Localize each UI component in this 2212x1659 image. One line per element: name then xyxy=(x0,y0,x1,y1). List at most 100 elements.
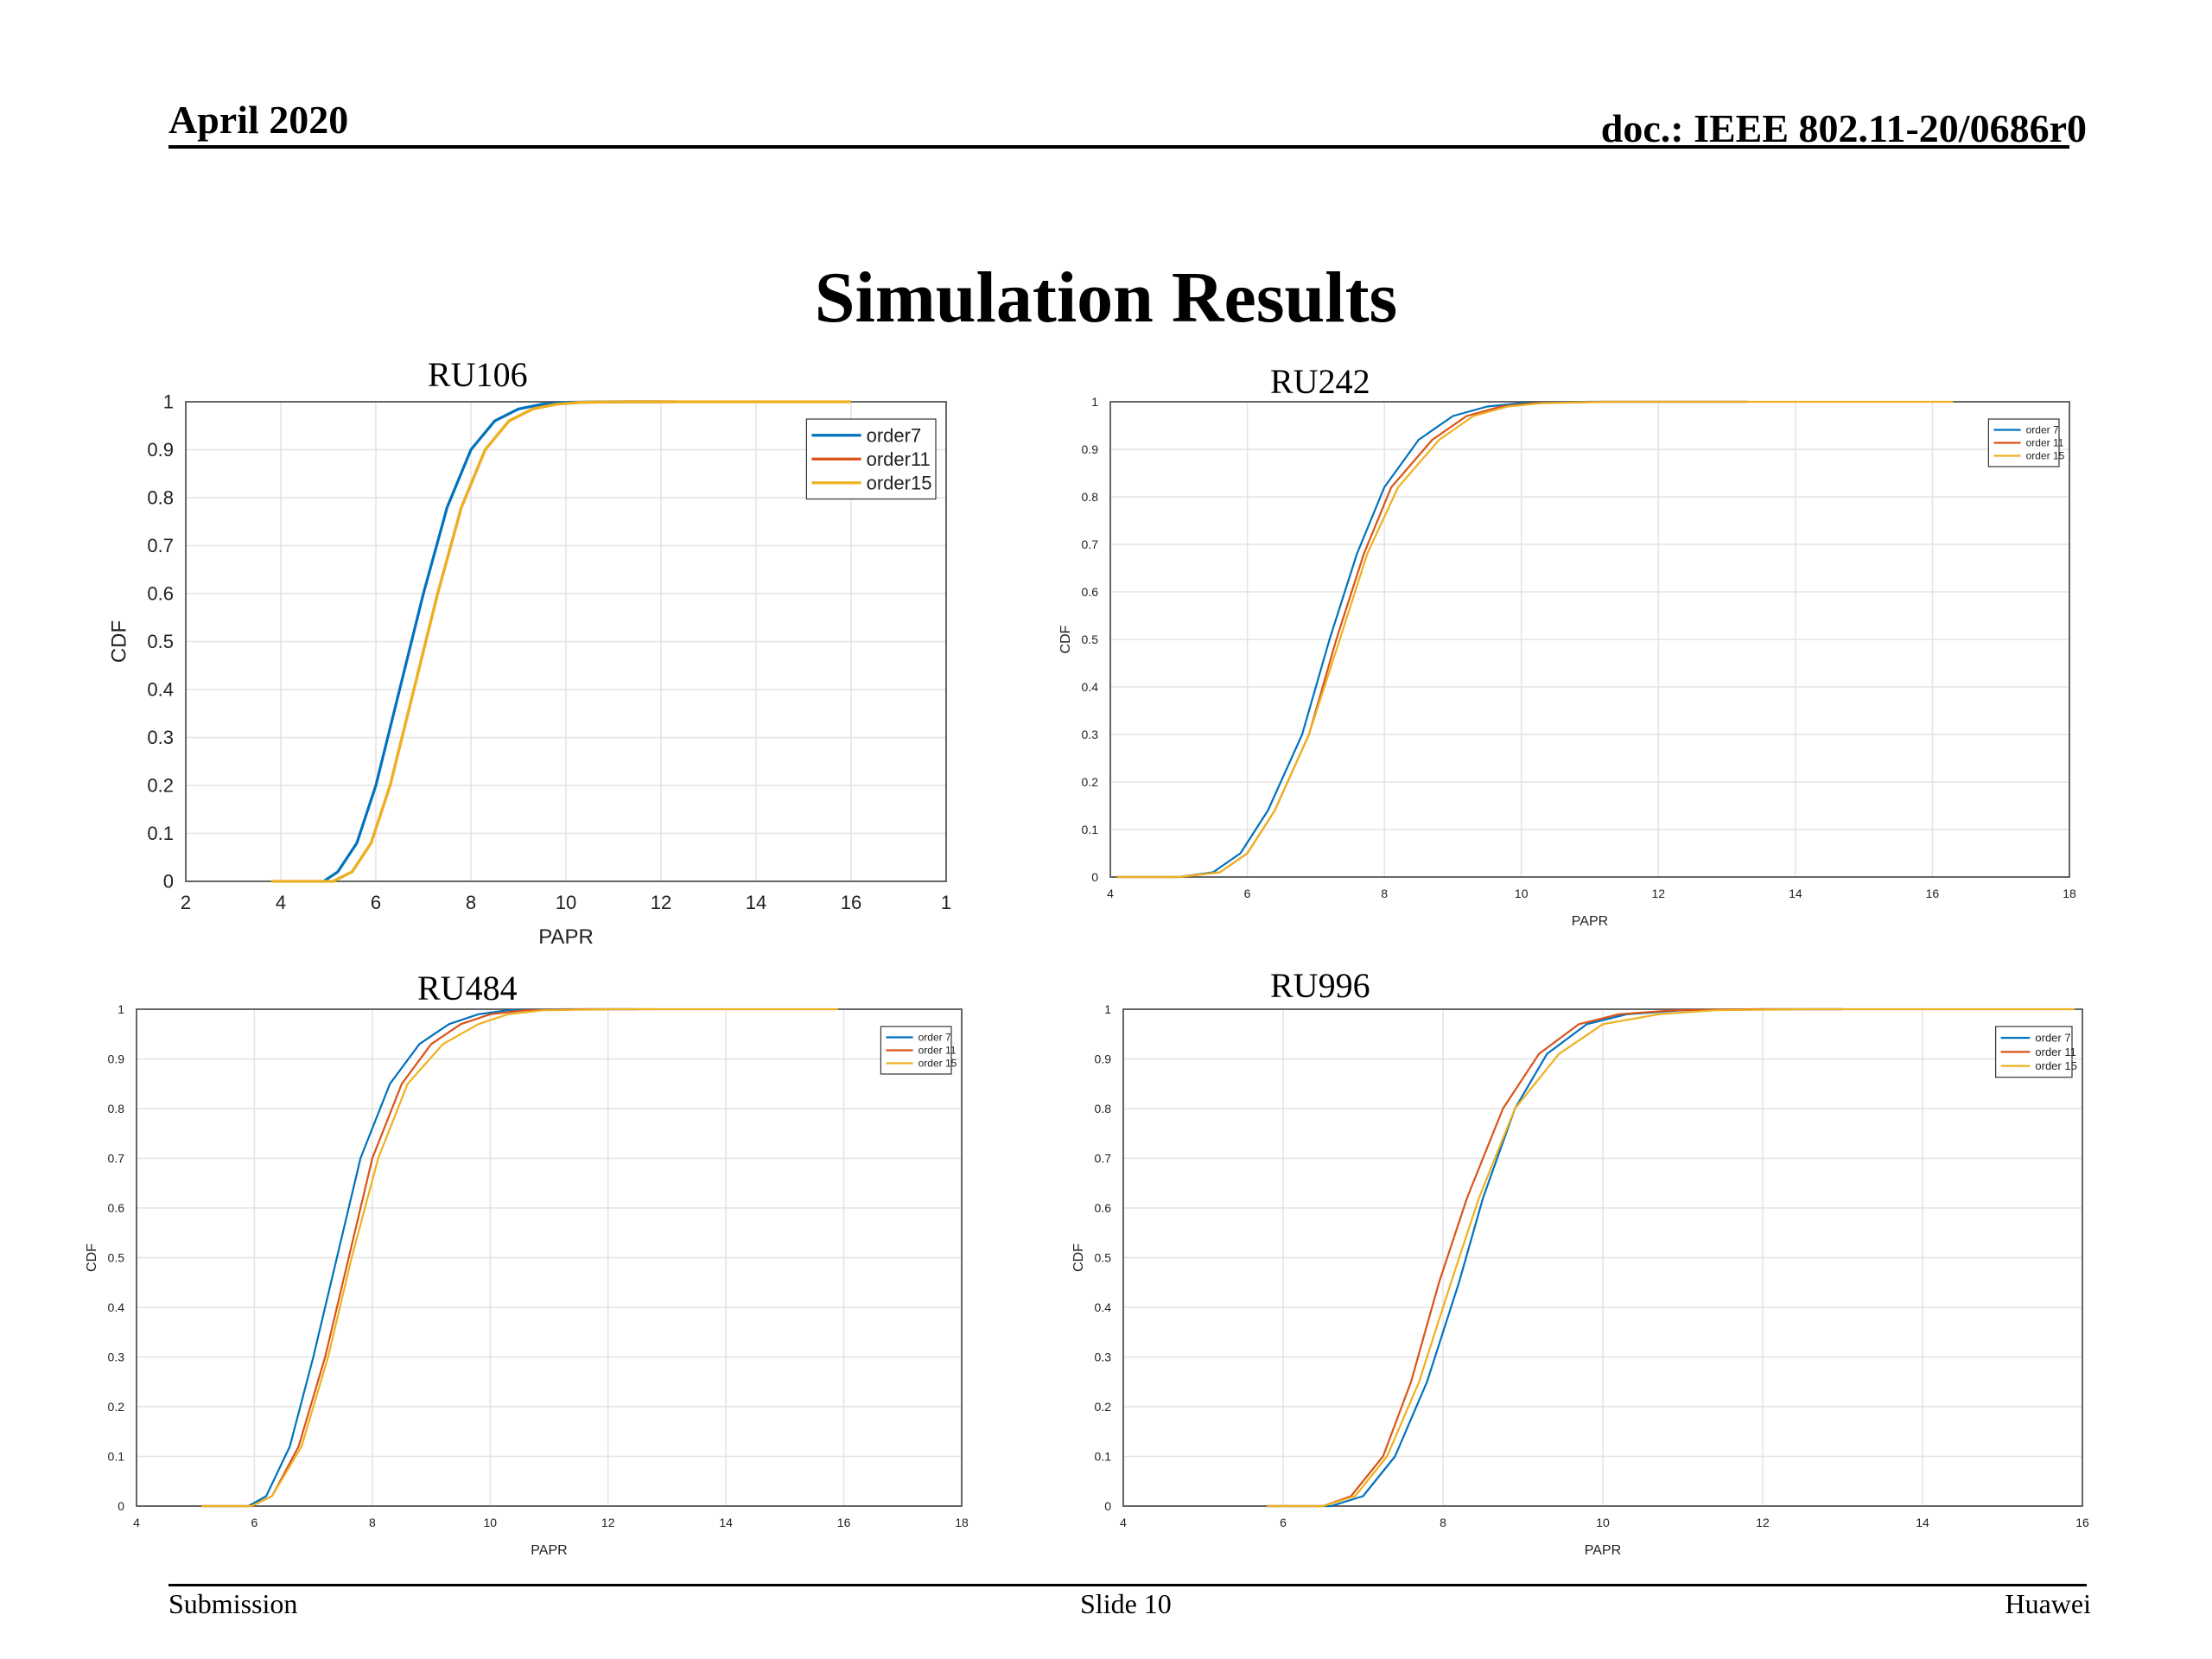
legend-label: order 11 xyxy=(2026,437,2064,449)
y-tick-label: 0.4 xyxy=(1082,680,1099,694)
x-tick-label: 8 xyxy=(369,1516,376,1529)
y-tick-label: 0.6 xyxy=(1095,1201,1112,1215)
y-tick-label: 1 xyxy=(163,391,174,413)
x-tick-label: 4 xyxy=(276,892,286,913)
x-tick-label: 10 xyxy=(1515,887,1529,900)
y-tick-label: 0.6 xyxy=(1082,585,1099,599)
y-tick-label: 0.4 xyxy=(1095,1300,1112,1314)
slide-title: Simulation Results xyxy=(814,257,1398,338)
y-tick-label: 0.5 xyxy=(147,631,174,652)
x-tick-label: 4 xyxy=(1107,887,1114,900)
legend-label: order 11 xyxy=(2035,1046,2075,1058)
chart-title: RU996 xyxy=(1270,966,1370,1005)
x-tick-label: 12 xyxy=(1756,1516,1770,1529)
x-tick-label: 8 xyxy=(466,892,476,913)
y-tick-label: 0.2 xyxy=(1095,1400,1112,1414)
y-tick-label: 1 xyxy=(1104,1002,1111,1016)
y-tick-label: 0.3 xyxy=(1095,1350,1112,1363)
x-tick-label: 4 xyxy=(1120,1516,1127,1529)
y-tick-label: 0.3 xyxy=(147,727,174,748)
y-tick-label: 0.3 xyxy=(108,1350,125,1363)
header-doc-id: doc.: IEEE 802.11-20/0686r0 xyxy=(1600,106,2087,150)
x-tick-label: 10 xyxy=(556,892,576,913)
y-axis-label: CDF xyxy=(1071,1243,1086,1272)
x-tick-label: 12 xyxy=(1651,887,1665,900)
x-tick-label: 14 xyxy=(1916,1516,1929,1529)
x-tick-label: 10 xyxy=(483,1516,497,1529)
y-tick-label: 0.7 xyxy=(108,1151,125,1165)
legend-label: order7 xyxy=(867,424,922,446)
series-line-order15 xyxy=(201,1007,838,1508)
y-tick-label: 0 xyxy=(163,871,174,893)
x-axis-label: PAPR xyxy=(538,925,594,949)
y-tick-label: 0.8 xyxy=(1082,490,1099,504)
x-tick-label: 8 xyxy=(1381,887,1388,900)
series-line-order15 xyxy=(271,400,851,883)
x-tick-label: 4 xyxy=(133,1516,140,1529)
legend-label: order11 xyxy=(867,448,931,470)
axes-box xyxy=(1122,1008,2083,1507)
chart-title: RU242 xyxy=(1270,362,1370,401)
x-tick-label: 1 xyxy=(941,892,951,913)
y-tick-label: 0.9 xyxy=(147,439,174,461)
legend-label: order 15 xyxy=(918,1058,957,1070)
y-tick-label: 0.8 xyxy=(1095,1102,1112,1116)
x-tick-label: 16 xyxy=(1926,887,1940,900)
y-tick-label: 0.7 xyxy=(147,535,174,556)
x-tick-label: 14 xyxy=(719,1516,733,1529)
footer-organization: Huawei xyxy=(2005,1588,2091,1619)
y-tick-label: 0 xyxy=(1104,1499,1111,1513)
y-tick-label: 0.6 xyxy=(108,1201,125,1215)
series-line-order11 xyxy=(1267,1007,1843,1508)
legend-label: order15 xyxy=(867,472,932,493)
y-tick-label: 0.2 xyxy=(1082,775,1099,789)
x-tick-label: 6 xyxy=(1280,1516,1287,1529)
header-date: April 2020 xyxy=(168,98,349,142)
footer-submission: Submission xyxy=(168,1588,298,1619)
y-tick-label: 0.1 xyxy=(108,1449,125,1463)
y-tick-label: 0.1 xyxy=(147,823,174,844)
x-axis-label: PAPR xyxy=(1572,914,1608,929)
y-tick-label: 0.2 xyxy=(147,775,174,797)
y-tick-label: 1 xyxy=(118,1002,124,1016)
y-tick-label: 0.8 xyxy=(147,487,174,509)
y-tick-label: 0.2 xyxy=(108,1400,125,1414)
series-line-order7 xyxy=(201,1007,638,1508)
x-tick-label: 14 xyxy=(1789,887,1802,900)
chart-title: RU106 xyxy=(428,355,528,394)
y-axis-label: CDF xyxy=(85,1243,99,1272)
y-tick-label: 0.3 xyxy=(1082,728,1099,741)
chart-title: RU484 xyxy=(417,969,518,1007)
y-tick-label: 0.5 xyxy=(108,1250,125,1264)
y-tick-label: 1 xyxy=(1091,395,1098,409)
legend-label: order 7 xyxy=(2035,1032,2070,1045)
legend-label: order 7 xyxy=(2026,424,2059,436)
legend-label: order 7 xyxy=(918,1032,951,1044)
y-tick-label: 0.4 xyxy=(147,679,174,701)
y-tick-label: 0.6 xyxy=(147,583,174,605)
y-tick-label: 0.9 xyxy=(1095,1052,1112,1065)
x-tick-label: 6 xyxy=(1244,887,1251,900)
y-axis-label: CDF xyxy=(107,620,130,663)
x-tick-label: 10 xyxy=(1596,1516,1610,1529)
x-axis-label: PAPR xyxy=(1585,1543,1621,1558)
y-tick-label: 0.8 xyxy=(108,1102,125,1116)
footer-rule xyxy=(168,1584,2087,1586)
header-rule xyxy=(168,145,2069,149)
y-tick-label: 0.9 xyxy=(108,1052,125,1065)
x-tick-label: 2 xyxy=(181,892,191,913)
x-tick-label: 8 xyxy=(1440,1516,1446,1529)
x-tick-label: 12 xyxy=(601,1516,615,1529)
x-axis-label: PAPR xyxy=(531,1543,567,1558)
y-tick-label: 0.1 xyxy=(1095,1449,1112,1463)
x-tick-label: 6 xyxy=(251,1516,258,1529)
x-tick-label: 18 xyxy=(2063,887,2076,900)
y-tick-label: 0 xyxy=(118,1499,124,1513)
